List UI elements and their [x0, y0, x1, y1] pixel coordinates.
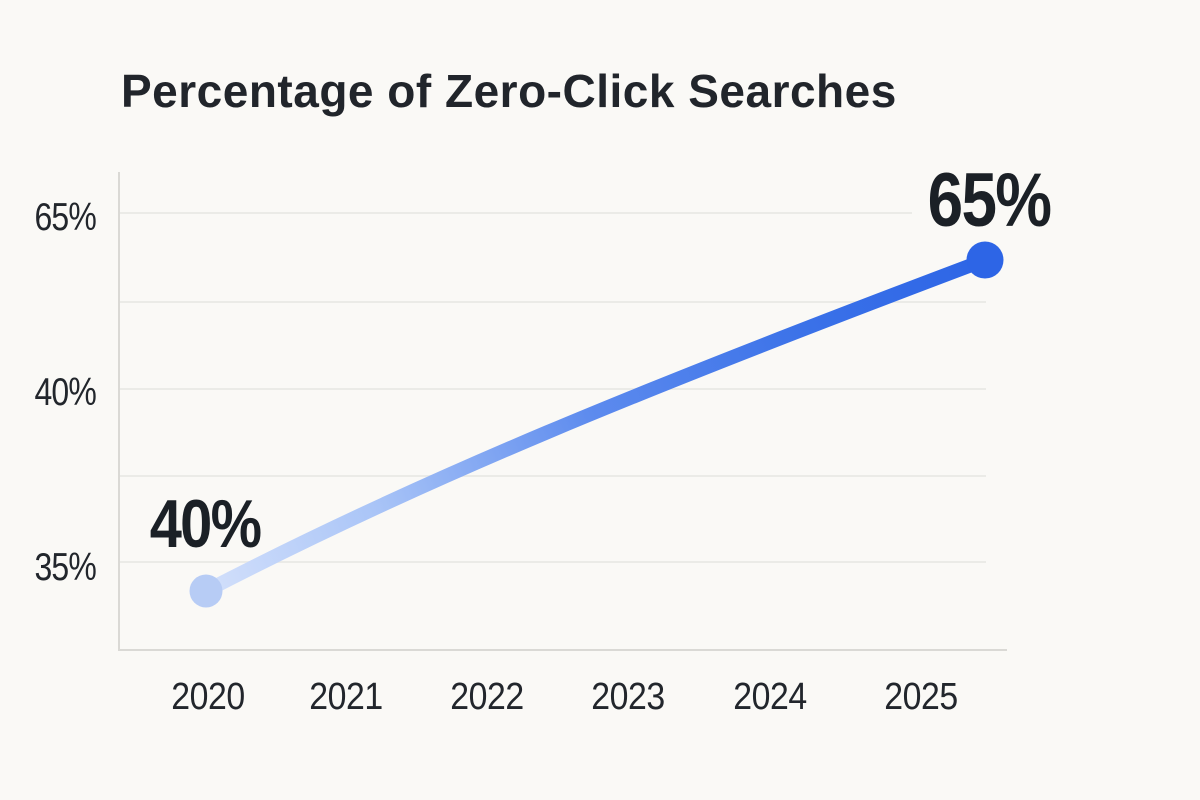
trend-line: [199, 253, 992, 598]
y-tick-65: 65%: [34, 196, 96, 239]
data-label-2025: 65%: [927, 158, 1052, 243]
x-tick-2023: 2023: [591, 676, 665, 718]
y-tick-40: 40%: [34, 371, 96, 414]
y-tick-35: 35%: [34, 546, 96, 589]
end-point-marker: [966, 241, 1004, 279]
start-point-marker: [189, 574, 223, 608]
x-tick-2022: 2022: [450, 676, 524, 718]
chart-title: Percentage of Zero-Click Searches: [121, 65, 897, 117]
x-tick-2024: 2024: [733, 676, 807, 718]
x-tick-2020: 2020: [171, 676, 245, 718]
data-label-2020: 40%: [149, 486, 262, 562]
x-tick-2021: 2021: [309, 676, 383, 718]
x-tick-2025: 2025: [884, 676, 958, 718]
